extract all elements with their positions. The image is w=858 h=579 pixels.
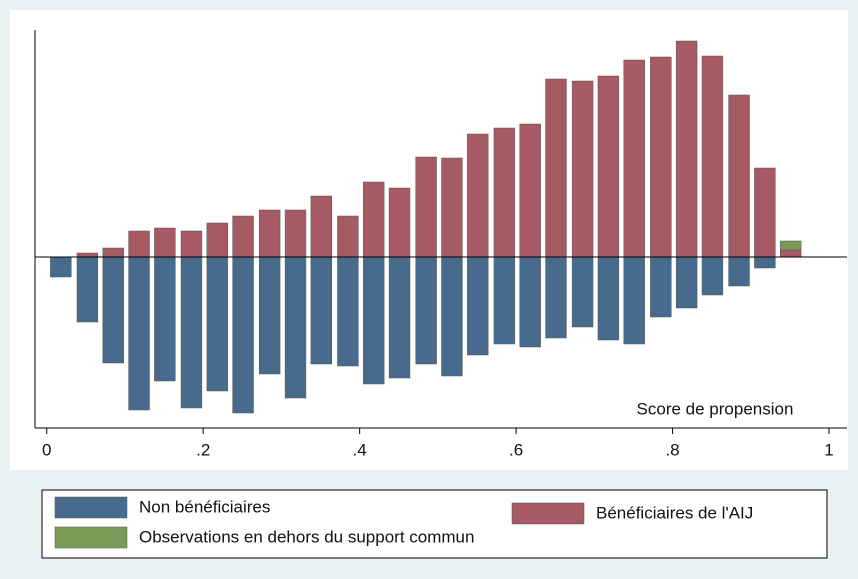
bar bbox=[519, 123, 541, 258]
legend-label: Non bénéficiaires bbox=[139, 497, 270, 516]
bar bbox=[754, 256, 776, 269]
legend-swatch bbox=[54, 496, 128, 519]
bar bbox=[76, 256, 99, 323]
bar bbox=[493, 256, 516, 345]
bar bbox=[623, 59, 645, 258]
bar bbox=[571, 256, 594, 328]
bar bbox=[467, 133, 489, 258]
bar bbox=[363, 181, 385, 258]
bar bbox=[441, 157, 463, 258]
bar bbox=[206, 256, 228, 392]
bar bbox=[310, 195, 332, 258]
bar bbox=[493, 127, 516, 258]
bar bbox=[754, 167, 776, 258]
bar bbox=[675, 256, 698, 309]
bar bbox=[284, 256, 307, 399]
annotation: Score de propension bbox=[637, 399, 794, 418]
bar bbox=[259, 209, 281, 258]
bar bbox=[232, 215, 254, 258]
bar bbox=[284, 209, 307, 258]
bar bbox=[388, 256, 411, 379]
bar bbox=[415, 256, 437, 365]
bar bbox=[597, 75, 620, 258]
bar bbox=[779, 249, 802, 258]
bar bbox=[128, 230, 150, 258]
bar bbox=[388, 187, 411, 258]
bar bbox=[571, 80, 594, 258]
legend-box bbox=[41, 489, 828, 559]
bar bbox=[154, 256, 176, 382]
x-tick-label: .4 bbox=[353, 440, 367, 459]
bar bbox=[519, 256, 541, 348]
bar bbox=[102, 247, 124, 258]
bar bbox=[310, 256, 332, 365]
bar bbox=[180, 230, 203, 258]
x-tick-label: .2 bbox=[196, 440, 210, 459]
bar bbox=[154, 227, 176, 258]
bar bbox=[180, 256, 203, 409]
bar bbox=[232, 256, 254, 414]
bar bbox=[701, 55, 724, 258]
legend-swatch bbox=[511, 502, 585, 525]
x-tick-label: 0 bbox=[42, 440, 51, 459]
bar bbox=[467, 256, 489, 356]
legend-label: Observations en dehors du support commun bbox=[139, 527, 474, 546]
bar bbox=[545, 78, 567, 258]
bar bbox=[50, 256, 72, 278]
bar bbox=[545, 256, 567, 339]
bar bbox=[363, 256, 385, 385]
bar bbox=[597, 256, 620, 341]
bar bbox=[128, 256, 150, 411]
x-tick-label: .8 bbox=[665, 440, 679, 459]
bar bbox=[102, 256, 124, 364]
bar bbox=[623, 256, 645, 345]
bar bbox=[337, 256, 359, 367]
legend-label: Bénéficiaires de l'AIJ bbox=[596, 503, 753, 522]
bar bbox=[415, 156, 437, 258]
bar bbox=[441, 256, 463, 377]
x-tick-label: .6 bbox=[509, 440, 523, 459]
x-tick-label: 1 bbox=[824, 440, 833, 459]
bar bbox=[779, 240, 802, 251]
bar bbox=[675, 40, 698, 258]
bar bbox=[728, 256, 750, 287]
bar bbox=[650, 56, 672, 258]
bar bbox=[206, 222, 228, 258]
bar bbox=[728, 94, 750, 258]
bar bbox=[650, 256, 672, 318]
bar bbox=[259, 256, 281, 375]
legend-swatch bbox=[54, 526, 128, 549]
bar bbox=[337, 215, 359, 258]
bar bbox=[701, 256, 724, 296]
bar bbox=[76, 252, 99, 258]
